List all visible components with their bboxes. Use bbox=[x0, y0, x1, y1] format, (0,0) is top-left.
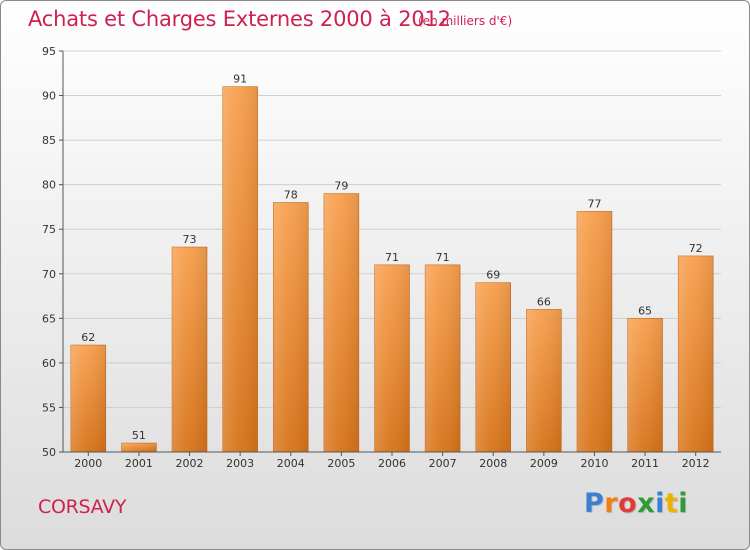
data-label: 72 bbox=[689, 242, 703, 255]
brand-letter: i bbox=[678, 488, 689, 519]
x-tick-label: 2011 bbox=[631, 457, 659, 470]
axes: 50 55 60 65 70 75 80 85 90 95 2000 2001 2002 2003 2004… bbox=[42, 45, 721, 470]
x-tick-label: 2005 bbox=[327, 457, 355, 470]
bar-shine bbox=[475, 282, 511, 452]
x-tick-label: 2000 bbox=[74, 457, 102, 470]
bar-shine bbox=[678, 255, 714, 452]
x-tick-label: 2006 bbox=[378, 457, 406, 470]
x-tick-label: 2001 bbox=[125, 457, 153, 470]
x-tick-label: 2003 bbox=[226, 457, 254, 470]
bar-shine bbox=[222, 86, 258, 453]
data-label: 78 bbox=[284, 188, 298, 201]
y-tick-label: 65 bbox=[42, 312, 56, 325]
brand-letter: t bbox=[664, 488, 679, 519]
brand-letter: x bbox=[637, 488, 656, 519]
data-label: 77 bbox=[587, 197, 601, 210]
y-tick-label: 55 bbox=[42, 401, 56, 414]
brand-letter: i bbox=[655, 488, 665, 519]
bar-shine bbox=[526, 309, 562, 452]
data-label: 62 bbox=[81, 331, 95, 344]
x-tick-label: 2009 bbox=[530, 457, 558, 470]
y-tick-label: 70 bbox=[42, 268, 56, 281]
x-tick-label: 2012 bbox=[682, 457, 710, 470]
data-label: 66 bbox=[537, 295, 551, 308]
data-label: 65 bbox=[638, 304, 652, 317]
brand-letter: P bbox=[584, 488, 605, 519]
bar-shine bbox=[374, 264, 410, 452]
y-tick-label: 95 bbox=[42, 45, 56, 58]
bar-shine bbox=[576, 211, 612, 452]
y-tick-label: 90 bbox=[42, 90, 56, 103]
y-tick-label: 60 bbox=[42, 357, 56, 370]
bar-shine bbox=[425, 264, 461, 452]
data-label: 73 bbox=[183, 233, 197, 246]
x-tick-label: 2010 bbox=[580, 457, 608, 470]
data-label: 79 bbox=[334, 180, 348, 193]
chart-title: Achats et Charges Externes 2000 à 2012 bbox=[28, 7, 451, 31]
y-tick-label: 50 bbox=[42, 446, 56, 459]
chart-subtitle: (en milliers d'€) bbox=[418, 14, 513, 28]
bars bbox=[70, 86, 714, 453]
data-label: 69 bbox=[486, 269, 500, 282]
brand-letter: o bbox=[618, 488, 638, 519]
x-tick-label: 2002 bbox=[176, 457, 204, 470]
data-label: 71 bbox=[385, 251, 399, 264]
x-tick-label: 2008 bbox=[479, 457, 507, 470]
bar-shine bbox=[172, 247, 208, 452]
bar-shine bbox=[323, 193, 359, 453]
x-tick-label: 2004 bbox=[277, 457, 305, 470]
brand-logo: Proxiti bbox=[584, 488, 688, 519]
x-tick-label: 2007 bbox=[429, 457, 457, 470]
data-label: 91 bbox=[233, 73, 247, 86]
data-label: 51 bbox=[132, 429, 146, 442]
bar-shine bbox=[121, 443, 157, 452]
bar-shine bbox=[627, 318, 663, 452]
data-labels: 62 51 73 91 78 79 71 71 69 66 77 65 72 bbox=[81, 73, 702, 442]
brand-letter: r bbox=[604, 488, 619, 519]
data-label: 71 bbox=[436, 251, 450, 264]
y-tick-label: 80 bbox=[42, 179, 56, 192]
bar-shine bbox=[273, 202, 309, 452]
location-name: CORSAVY bbox=[38, 496, 127, 518]
y-tick-label: 85 bbox=[42, 134, 56, 147]
y-tick-label: 75 bbox=[42, 223, 56, 236]
bar-shine bbox=[70, 345, 106, 452]
